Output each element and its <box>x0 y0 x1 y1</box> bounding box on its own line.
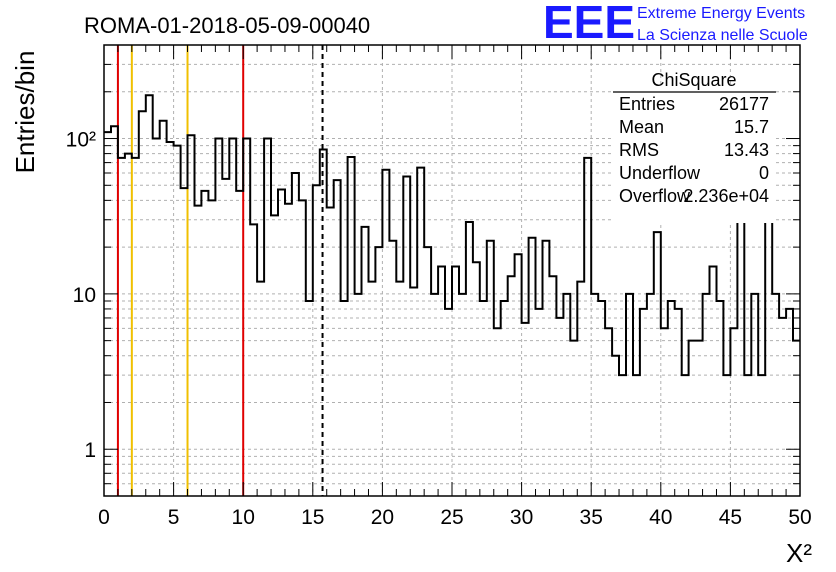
x-tick-label: 40 <box>649 506 672 529</box>
x-axis-title: X² <box>786 538 812 568</box>
axis-ticks <box>103 45 801 496</box>
histogram <box>104 94 800 377</box>
stats-row-value: 13.43 <box>724 140 769 160</box>
histogram-line <box>104 94 800 377</box>
chart-title: ROMA-01-2018-05-09-00040 <box>84 13 370 38</box>
stats-box: ChiSquare Entries 26177 Mean 15.7 RMS 13.43 Un… <box>613 70 776 223</box>
y-tick-label: 10² <box>66 129 96 152</box>
x-tick-label: 5 <box>168 506 180 529</box>
stats-row-label: Overflow <box>619 186 691 206</box>
stats-box-background <box>613 85 776 223</box>
x-tick-label: 50 <box>788 506 811 529</box>
y-tick-labels: 1 10 10² <box>66 129 96 463</box>
x-tick-label: 0 <box>98 506 110 529</box>
x-tick-label: 45 <box>719 506 742 529</box>
x-tick-label: 25 <box>440 506 463 529</box>
stats-row-value: 26177 <box>719 94 769 114</box>
stats-row-label: Mean <box>619 117 664 137</box>
y-tick-label: 1 <box>84 439 96 462</box>
stats-row-label: Underflow <box>619 163 701 183</box>
y-axis-title: Entries/bin <box>10 51 40 174</box>
eee-logo: EEE Extreme Energy Events La Scienza nel… <box>543 0 808 48</box>
stats-rows: Entries 26177 Mean 15.7 RMS 13.43 Underflow 0 Ov… <box>619 94 769 206</box>
stats-row-value: 0 <box>759 163 769 183</box>
logo-mark: EEE <box>543 0 635 48</box>
x-tick-label: 30 <box>510 506 533 529</box>
x-tick-label: 10 <box>232 506 255 529</box>
stats-row-label: Entries <box>619 94 675 114</box>
stats-row-label: RMS <box>619 140 659 160</box>
grid <box>104 45 800 496</box>
x-tick-label: 20 <box>371 506 394 529</box>
logo-line-2: La Scienza nelle Scuole <box>637 27 808 44</box>
y-tick-label: 10 <box>73 284 96 307</box>
x-tick-label: 15 <box>301 506 324 529</box>
stats-box-title: ChiSquare <box>651 70 736 90</box>
stats-row-value: 2.236e+04 <box>683 186 769 206</box>
logo-line-1: Extreme Energy Events <box>637 5 805 22</box>
x-tick-label: 35 <box>580 506 603 529</box>
stats-row-value: 15.7 <box>734 117 769 137</box>
threshold-lines <box>116 45 324 496</box>
x-tick-labels: 0 5 10 15 20 25 30 35 40 45 50 <box>98 506 812 529</box>
